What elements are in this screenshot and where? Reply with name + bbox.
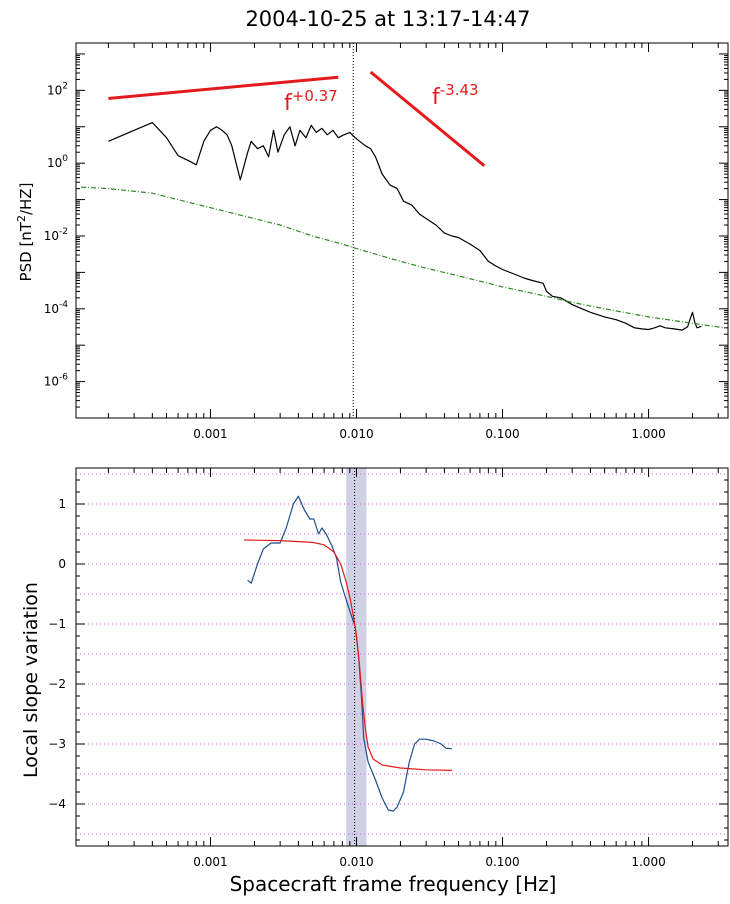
fit-label-1: f+0.37 [284,87,338,116]
series-line-2 [81,186,725,329]
x-tick-label: 0.010 [339,855,373,869]
frequency-band [346,468,367,846]
y-tick-label: 10-4 [44,300,69,316]
series-line-1 [108,122,702,331]
x-tick-label: 0.010 [339,427,373,441]
fit-label-2: f-3.43 [432,81,479,110]
y-axis-label-psd: PSD [nT2/HZ] [15,183,35,282]
chart-title: 2004-10-25 at 13:17-14:47 [245,7,530,31]
x-tick-label: 1.000 [631,427,665,441]
x-tick-label: 0.100 [485,427,519,441]
x-tick-label: 0.001 [193,427,227,441]
x-axis-label: Spacecraft frame frequency [Hz] [230,872,557,896]
y-tick-label: 102 [47,81,68,97]
slope-panel: 0.001 0.010 0.100 1.000 1 0 −1 −2 −3 −4 [48,467,729,869]
fit-line-2 [369,70,486,167]
series-line-1 [247,495,452,812]
x-tick-label: 0.001 [193,855,227,869]
y-tick-label: −3 [48,737,66,751]
plot-frame [75,42,729,419]
y-tick-label: 10-2 [44,227,68,243]
y-tick-label: 1 [58,497,66,511]
psd-panel: f+0.37 f-3.43 0.001 0.010 0.100 1.000 102 100 10… [44,42,729,441]
fit-line-1 [108,75,339,100]
x-tick-label: 1.000 [631,855,665,869]
y-tick-label: −4 [48,797,66,811]
y-tick-label: −1 [48,617,66,631]
series-line-2 [244,539,452,771]
y-tick-label: 10-6 [44,373,69,389]
plot-frame [75,467,729,847]
x-tick-label: 0.100 [485,855,519,869]
y-tick-label: 0 [58,557,66,571]
y-tick-label: 100 [47,154,68,170]
y-tick-label: −2 [48,677,66,691]
y-axis-label-slope: Local slope variation [20,582,42,778]
